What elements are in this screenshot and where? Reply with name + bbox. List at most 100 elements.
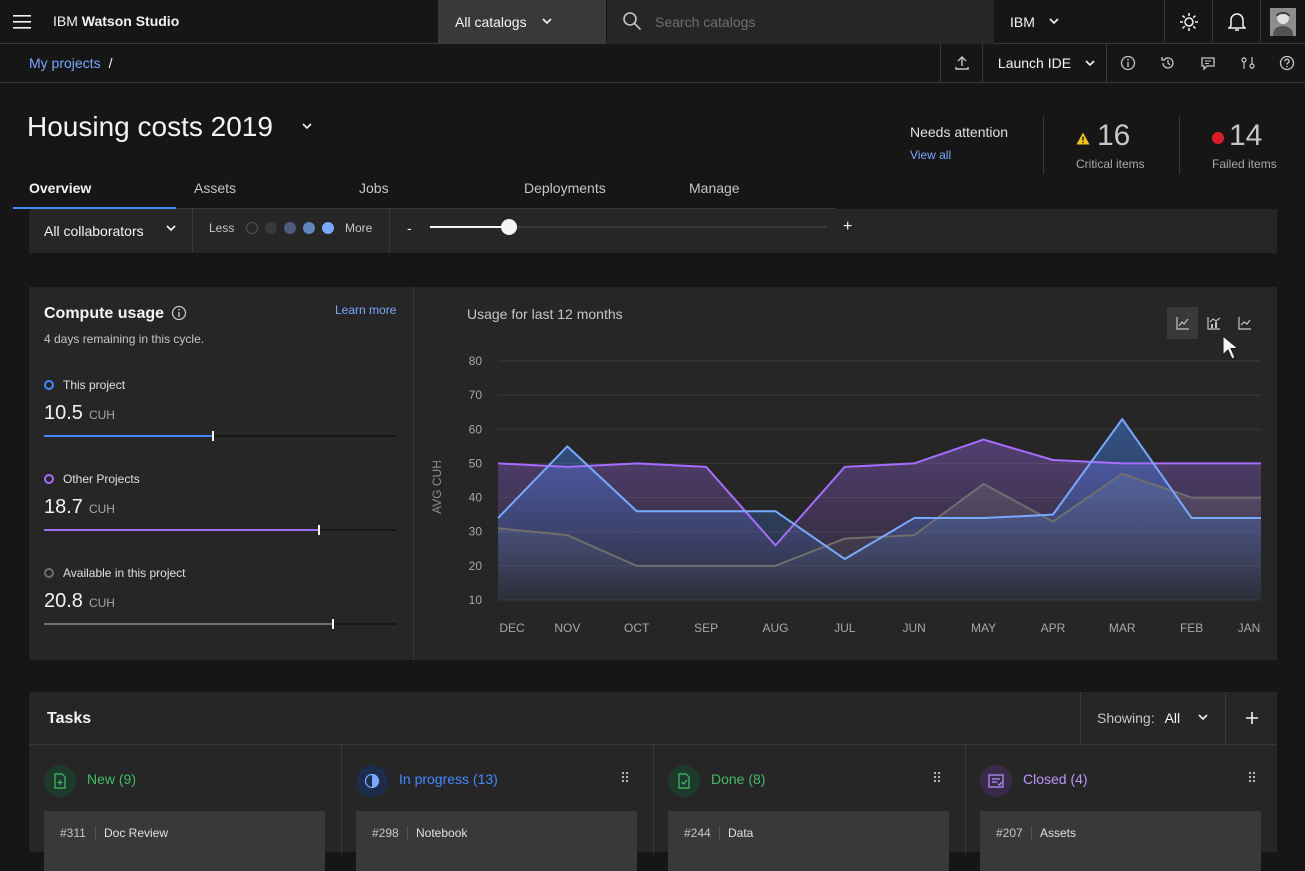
task-number: #311 [60, 826, 86, 840]
density-dot[interactable] [303, 222, 315, 234]
drag-handle-icon[interactable] [621, 771, 629, 783]
series-line [497, 438, 1261, 547]
column-label[interactable]: Done (8) [711, 771, 766, 787]
history-icon[interactable] [1148, 44, 1188, 82]
chevron-down-icon [1084, 57, 1096, 69]
task-number: #244 [684, 826, 711, 840]
task-card[interactable]: #298 Notebook [356, 811, 637, 871]
settings-adjust-icon[interactable] [1228, 44, 1268, 82]
task-column-in-progress: In progress (13) #298 Notebook [341, 744, 653, 871]
failed-count: 14 [1229, 119, 1263, 152]
usage-bar [44, 619, 396, 629]
combo-chart-icon[interactable] [1198, 307, 1229, 339]
y-tick-label: 50 [469, 456, 483, 470]
legend-ring [44, 474, 54, 484]
density-dot[interactable] [246, 222, 258, 234]
usage-label: This project [63, 378, 126, 392]
tasks-panel: Tasks Showing: All New (9) #311 Doc Revie… [29, 692, 1277, 871]
catalog-label: All catalogs [455, 14, 527, 30]
breadcrumb-link-my-projects[interactable]: My projects [29, 55, 101, 71]
zoom-plus-button[interactable]: + [843, 218, 853, 235]
x-tick-label: JUL [834, 621, 856, 635]
task-name: Assets [1031, 826, 1076, 840]
line-chart-icon[interactable] [1167, 307, 1198, 339]
in-progress-icon [356, 765, 388, 797]
tab-deployments[interactable]: Deployments [524, 180, 606, 196]
zoom-track[interactable] [430, 226, 827, 228]
y-tick-label: 30 [469, 525, 483, 539]
divider [1179, 116, 1180, 174]
add-task-button[interactable] [1225, 692, 1277, 744]
launch-ide-label: Launch IDE [997, 55, 1072, 71]
theme-toggle-icon[interactable] [1164, 0, 1212, 44]
task-number: #207 [996, 826, 1023, 840]
task-card[interactable]: #244 Data [668, 811, 949, 871]
task-column-done: Done (8) #244 Data [653, 744, 965, 871]
tab-jobs[interactable]: Jobs [359, 180, 389, 196]
density-dot[interactable] [265, 222, 277, 234]
project-switch-chevron-icon[interactable] [300, 119, 314, 133]
task-name: Data [719, 826, 753, 840]
drag-handle-icon[interactable] [933, 771, 941, 783]
column-label[interactable]: Closed (4) [1023, 771, 1088, 787]
collaborators-dropdown[interactable]: All collaborators [29, 209, 193, 253]
search-bar[interactable] [607, 0, 994, 44]
tasks-filter-dropdown[interactable]: Showing: All [1080, 692, 1225, 744]
top-navigation: IBM Watson Studio All catalogs IBM [0, 0, 1305, 44]
learn-more-link[interactable]: Learn more [335, 303, 397, 317]
usage-number: 10.5 [44, 402, 83, 424]
account-switcher[interactable]: IBM [994, 0, 1164, 44]
tab-overview[interactable]: Overview [13, 171, 176, 209]
series-line [497, 418, 1261, 561]
y-tick-label: 10 [469, 593, 483, 607]
launch-ide-button[interactable]: Launch IDE [982, 44, 1106, 82]
drag-handle-icon[interactable] [1248, 771, 1256, 783]
info-icon[interactable] [1106, 44, 1148, 82]
notification-bell-icon[interactable] [1212, 0, 1260, 44]
column-label[interactable]: New (9) [87, 771, 137, 787]
zoom-slider[interactable]: - + [390, 209, 870, 253]
y-tick-label: 60 [469, 422, 483, 436]
task-card[interactable]: #311 Doc Review [44, 811, 325, 871]
zoom-handle[interactable] [501, 219, 518, 235]
usage-number: 20.8 [44, 590, 83, 612]
legend-ring [44, 568, 54, 578]
comment-icon[interactable] [1188, 44, 1228, 82]
column-label[interactable]: In progress (13) [399, 771, 498, 787]
filter-toolbar: All collaborators Less More - + [29, 209, 1277, 253]
column-divider [965, 744, 966, 854]
chevron-down-icon [1048, 15, 1060, 27]
y-tick-label: 20 [469, 559, 483, 573]
usage-label: Available in this project [63, 566, 186, 580]
tasks-title: Tasks [47, 710, 92, 727]
series-line [497, 472, 1261, 567]
x-tick-label: JAN [1238, 621, 1261, 635]
tab-assets[interactable]: Assets [194, 180, 237, 196]
brand-product: Watson Studio [81, 13, 180, 29]
column-divider [341, 744, 342, 854]
tab-manage[interactable]: Manage [689, 180, 740, 196]
catalog-dropdown[interactable]: All catalogs [438, 0, 606, 44]
user-avatar[interactable] [1260, 0, 1305, 44]
usage-value: 18.7 CUH [44, 496, 115, 519]
search-input[interactable] [655, 0, 975, 44]
help-icon[interactable] [1268, 44, 1305, 82]
view-all-link[interactable]: View all [910, 148, 952, 162]
density-dot[interactable] [284, 222, 296, 234]
y-tick-label: 40 [469, 491, 483, 505]
secondary-toolbar: My projects / Launch IDE [0, 44, 1305, 83]
usage-bar-marker [211, 431, 214, 441]
zoom-minus-button[interactable]: - [407, 220, 412, 236]
usage-chart-card: 10 20 30 40 50 60 70 80 DEC NOV OCT SEP AUG JUL JUN MA… [414, 287, 1277, 660]
info-icon[interactable] [171, 305, 187, 321]
usage-unit: CUH [88, 596, 115, 610]
upload-icon[interactable] [940, 44, 982, 82]
task-card[interactable]: #207 Assets [980, 811, 1261, 871]
product-name[interactable]: IBM Watson Studio [53, 13, 179, 29]
showing-value: All [1164, 710, 1181, 726]
x-tick-label: NOV [554, 621, 580, 635]
page-title: Housing costs 2019 [27, 111, 273, 142]
hamburger-menu-icon[interactable] [0, 0, 44, 44]
density-dot[interactable] [322, 222, 334, 234]
area-chart-icon[interactable] [1229, 307, 1260, 339]
